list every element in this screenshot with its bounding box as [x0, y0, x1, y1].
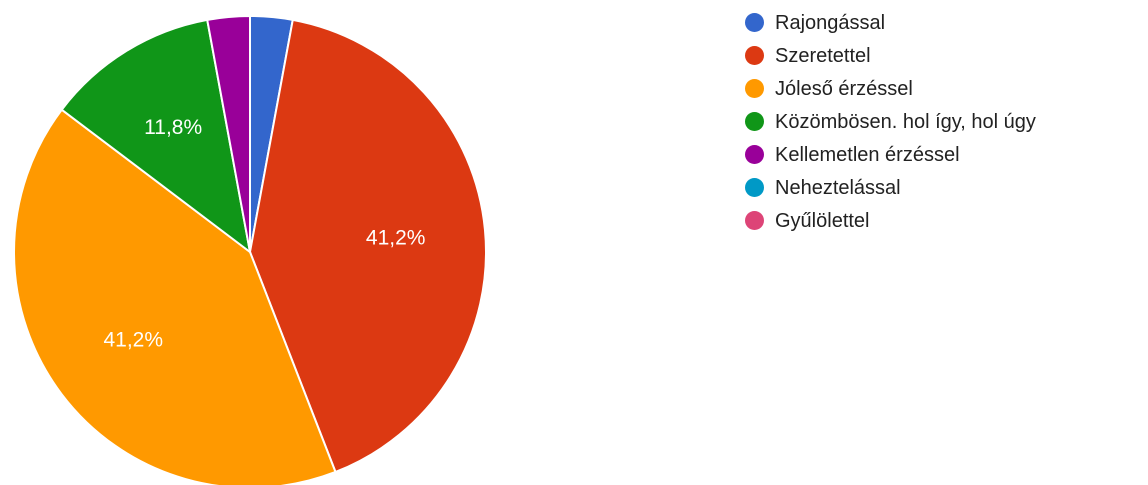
- legend-label: Gyűlölettel: [775, 209, 870, 232]
- legend-item[interactable]: Neheztelással: [745, 171, 1145, 204]
- legend-item[interactable]: Gyűlölettel: [745, 204, 1145, 237]
- pie-slice-label: 11,8%: [144, 116, 202, 139]
- legend-label: Közömbösen. hol így, hol úgy: [775, 110, 1036, 133]
- legend-label: Kellemetlen érzéssel: [775, 143, 960, 166]
- legend-swatch-icon: [745, 178, 764, 197]
- pie-slice-label: 41,2%: [366, 227, 426, 250]
- pie-slice[interactable]: [249, 18, 487, 473]
- pie-slice-label: 41,2%: [103, 329, 163, 352]
- legend-item[interactable]: Közömbösen. hol így, hol úgy: [745, 105, 1145, 138]
- legend-swatch-icon: [745, 46, 764, 65]
- legend-item[interactable]: Szeretettel: [745, 39, 1145, 72]
- legend-swatch-icon: [745, 79, 764, 98]
- chart-legend: Rajongással Szeretettel Jóleső érzéssel …: [745, 6, 1145, 237]
- legend-label: Jóleső érzéssel: [775, 77, 913, 100]
- pie-slice-labels: 41,2% 41,2% 11,8%: [103, 116, 425, 352]
- legend-swatch-icon: [745, 13, 764, 32]
- legend-label: Szeretettel: [775, 44, 871, 67]
- legend-item[interactable]: Rajongással: [745, 6, 1145, 39]
- pie-slices: [12, 15, 487, 485]
- legend-swatch-icon: [745, 211, 764, 230]
- legend-item[interactable]: Jóleső érzéssel: [745, 72, 1145, 105]
- legend-swatch-icon: [745, 145, 764, 164]
- pie-slice[interactable]: [60, 18, 251, 253]
- legend-swatch-icon: [745, 112, 764, 131]
- legend-item[interactable]: Kellemetlen érzéssel: [745, 138, 1145, 171]
- pie-slice[interactable]: [206, 15, 251, 253]
- pie-slice[interactable]: [12, 108, 337, 485]
- legend-label: Neheztelással: [775, 176, 901, 199]
- legend-label: Rajongással: [775, 11, 886, 34]
